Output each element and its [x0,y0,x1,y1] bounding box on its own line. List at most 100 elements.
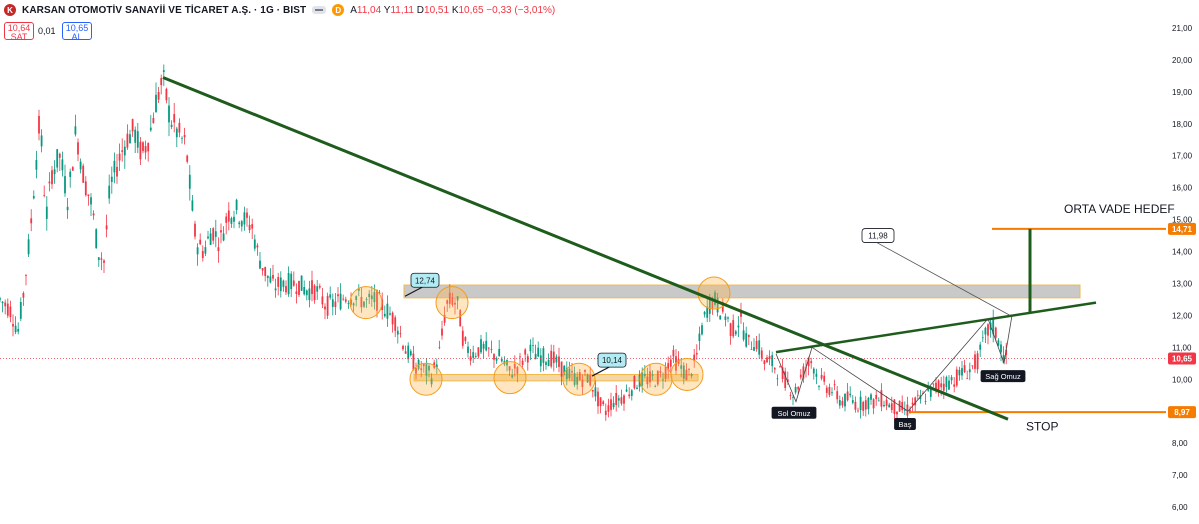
candle-body [857,410,859,412]
candle-body [914,397,917,406]
candle-body [701,325,703,335]
candle-body [984,327,987,335]
candle-body [77,142,79,155]
sell-button[interactable]: 10,64 SAT [4,22,34,42]
collapse-icon[interactable] [312,6,327,14]
candle-body [558,356,560,367]
candle-body [383,313,386,317]
candle-body [766,357,768,363]
candle-body [324,306,326,310]
candle-body [737,325,740,328]
head-shoulders-path [775,315,1013,412]
candle-body [25,275,27,276]
candle-body [846,391,849,401]
candle-body [563,365,566,376]
candle-body [667,363,670,371]
candle-body [591,389,594,392]
candle-body [30,218,33,224]
candle-body [480,339,482,353]
candle-body [630,390,633,396]
candle-body [311,280,313,295]
candle-body [313,285,316,301]
candle-body [173,114,176,123]
candle-body [482,344,485,349]
candle-body [9,306,12,318]
candle-body [636,387,638,389]
symbol-title[interactable]: KARSAN OTOMOTİV SANAYİİ VE TİCARET A.Ş. … [22,4,307,16]
candle-body [628,394,631,397]
candle-body [282,280,285,287]
candle-body [131,119,134,132]
candle-body [708,296,711,314]
candle-body [4,302,7,307]
candle-body [890,403,893,411]
candle-body [0,298,1,300]
candle-body [799,374,802,378]
candle-body [958,369,961,376]
spread-value: 0,01 [38,26,56,36]
candle-body [181,137,183,139]
candle-body [243,212,246,225]
candle-body [246,212,248,218]
candle-body [152,117,155,124]
candle-body [903,409,906,411]
candle-body [38,115,40,134]
candle-body [272,274,274,279]
candle-body [318,285,321,288]
candle-body [329,294,332,298]
candle-body [966,378,969,380]
candle-body [103,260,105,263]
candle-body [581,379,584,388]
candle-body [467,346,469,353]
candle-body [740,311,742,317]
candle-body [287,273,290,295]
candle-body [285,286,287,293]
candle-body [955,369,958,386]
candle-body [238,222,241,225]
candle-body [58,153,61,158]
candle-body [389,313,391,315]
symbol-header: K KARSAN OTOMOTİV SANAYİİ VE TİCARET A.Ş… [4,4,555,16]
candle-body [14,325,17,333]
candle-body [256,245,259,248]
candle-body [87,194,90,197]
candle-body [680,365,683,369]
candle-body [883,404,885,407]
candle-body [342,298,345,300]
candle-body [360,296,363,308]
candle-body [896,411,898,415]
candle-body [838,400,841,406]
candle-body [594,387,597,397]
delay-badge[interactable]: D [332,4,345,16]
buy-button[interactable]: 10,65 AL [62,22,92,42]
candle-body [550,350,553,367]
candle-body [500,359,503,362]
candle-body [412,353,415,371]
candle-body [885,399,888,406]
candle-body [321,296,324,305]
candle-body [477,347,480,357]
candle-body [139,141,142,160]
callout-text: 11,98 [868,232,888,241]
y-tick-label: 20,00 [1172,56,1193,65]
candle-body [214,231,217,237]
candle-body [508,366,511,371]
candle-body [898,400,901,412]
candle-body [864,400,867,410]
candle-body [422,364,425,367]
candle-body [298,280,300,295]
pattern-label: Baş [894,417,916,430]
candle-body [854,401,857,410]
candle-body [859,396,862,411]
candle-body [779,366,781,368]
candle-body [209,233,212,245]
candle-body [677,359,680,364]
candle-body [870,394,872,400]
candle-body [56,149,59,168]
candle-body [1000,344,1002,353]
candle-body [573,373,576,385]
y-tick-label: 18,00 [1172,120,1193,129]
candle-body [545,362,547,365]
candle-body [620,397,623,404]
